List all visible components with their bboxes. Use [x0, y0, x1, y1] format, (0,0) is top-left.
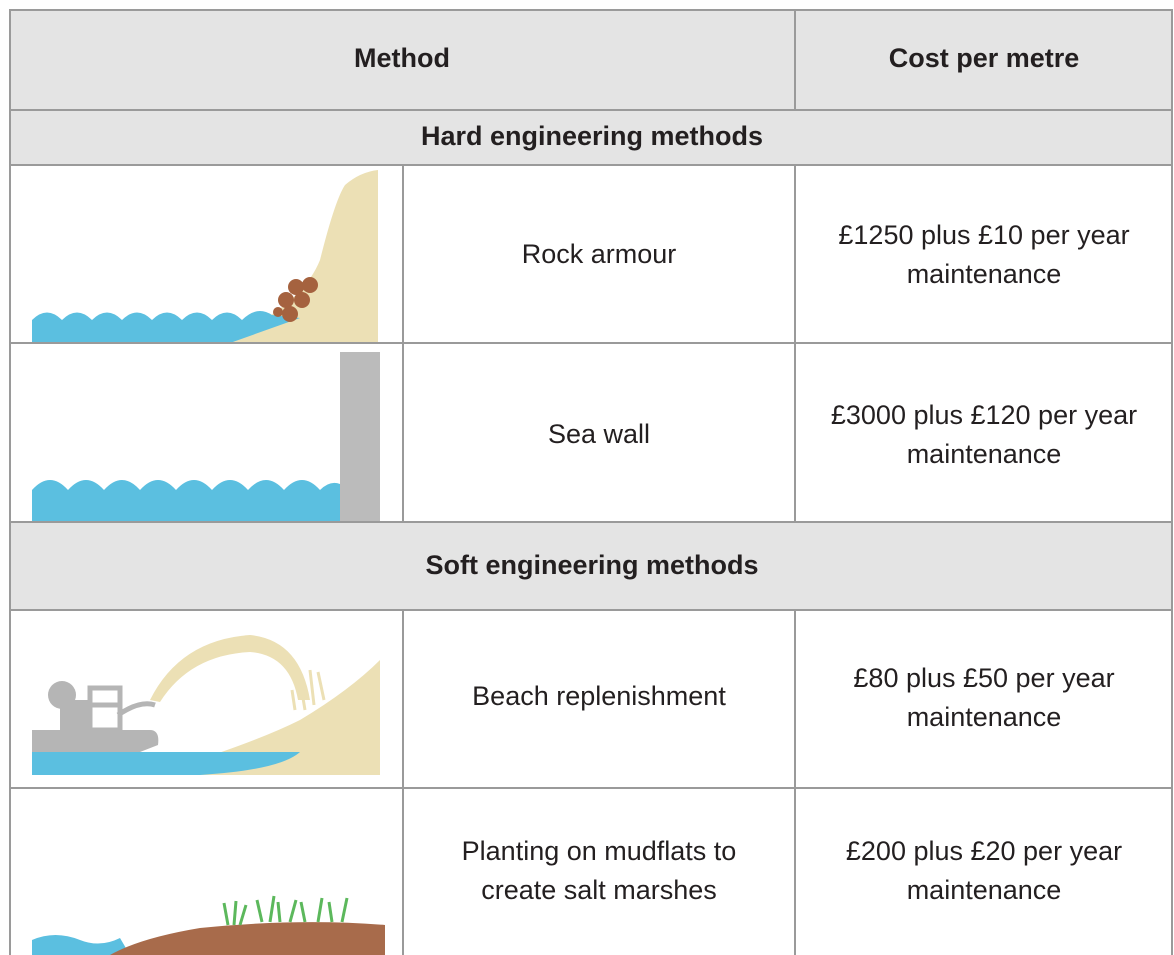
page: Method Cost per metre Hard engineering m… [0, 0, 1174, 955]
table: Method Cost per metre Hard engineering m… [0, 0, 1174, 955]
column-header: Method [354, 43, 450, 73]
beach-replenishment-illustration [32, 635, 380, 775]
cost: £200 plus £20 per year [846, 836, 1122, 866]
column-header: Cost per metre [889, 43, 1080, 73]
cost: maintenance [907, 439, 1062, 469]
cost: £3000 plus £120 per year [831, 400, 1137, 430]
method: create salt marshes [481, 875, 717, 905]
cost: maintenance [907, 702, 1062, 732]
cost: £80 plus £50 per year [853, 663, 1114, 693]
rock-armour-illustration [32, 170, 378, 343]
section-title: Soft engineering methods [425, 550, 758, 580]
method: Planting on mudflats to [462, 836, 737, 866]
method: Rock armour [522, 239, 677, 269]
salt-marsh-illustration [32, 896, 385, 955]
method: Beach replenishment [472, 681, 726, 711]
sea-wall-illustration [32, 352, 380, 522]
cost: £1250 plus £10 per year [838, 220, 1129, 250]
method: Sea wall [548, 419, 650, 449]
cost: maintenance [907, 875, 1062, 905]
cost: maintenance [907, 259, 1062, 289]
section-title: Hard engineering methods [421, 121, 763, 151]
